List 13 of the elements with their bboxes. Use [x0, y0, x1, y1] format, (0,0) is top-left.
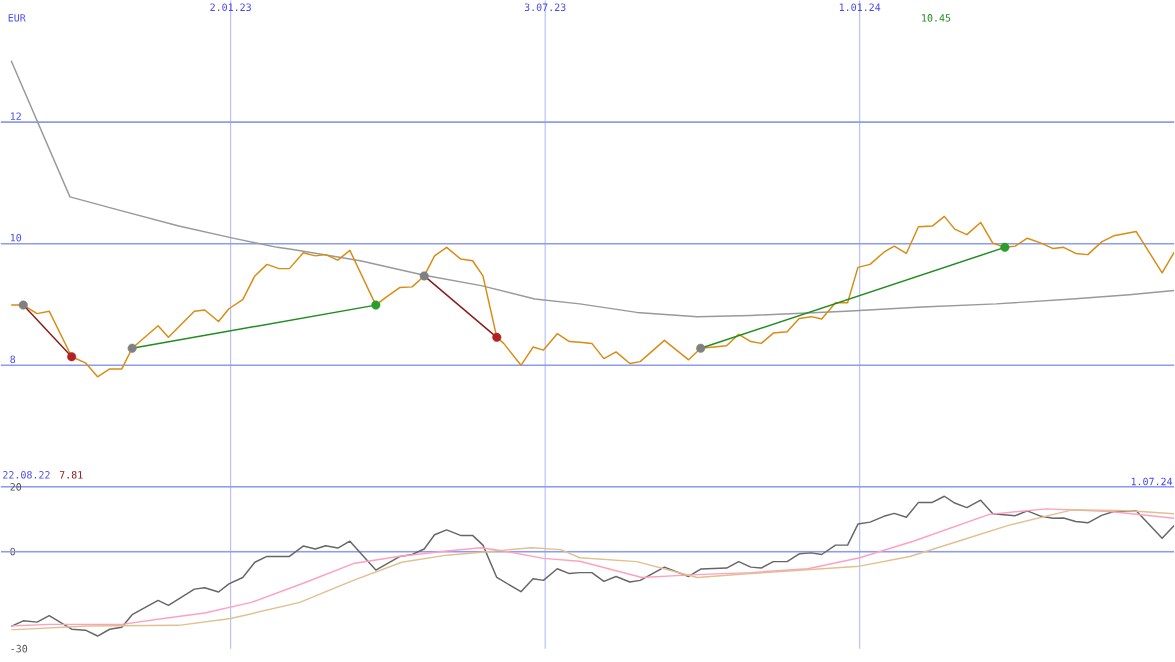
y-tick-label: 8: [10, 355, 16, 363]
annotation: 10.45: [922, 13, 951, 22]
y-tick-label: -30: [11, 644, 28, 653]
y-tick-label: 12: [10, 112, 21, 120]
x-tick-label: 3.07.23: [524, 3, 566, 11]
y-tick-label: 10: [10, 233, 22, 242]
y-axis-title: EUR: [8, 13, 26, 22]
x-tick-label: 2.01.23: [210, 3, 251, 11]
y-tick-label: 20: [10, 482, 22, 491]
annotation: 22.08.22: [3, 470, 50, 479]
annotation: 7.81: [59, 470, 83, 479]
x-tick-label: 1.01.24: [839, 3, 881, 11]
annotation: 1.07.24: [1131, 477, 1173, 486]
